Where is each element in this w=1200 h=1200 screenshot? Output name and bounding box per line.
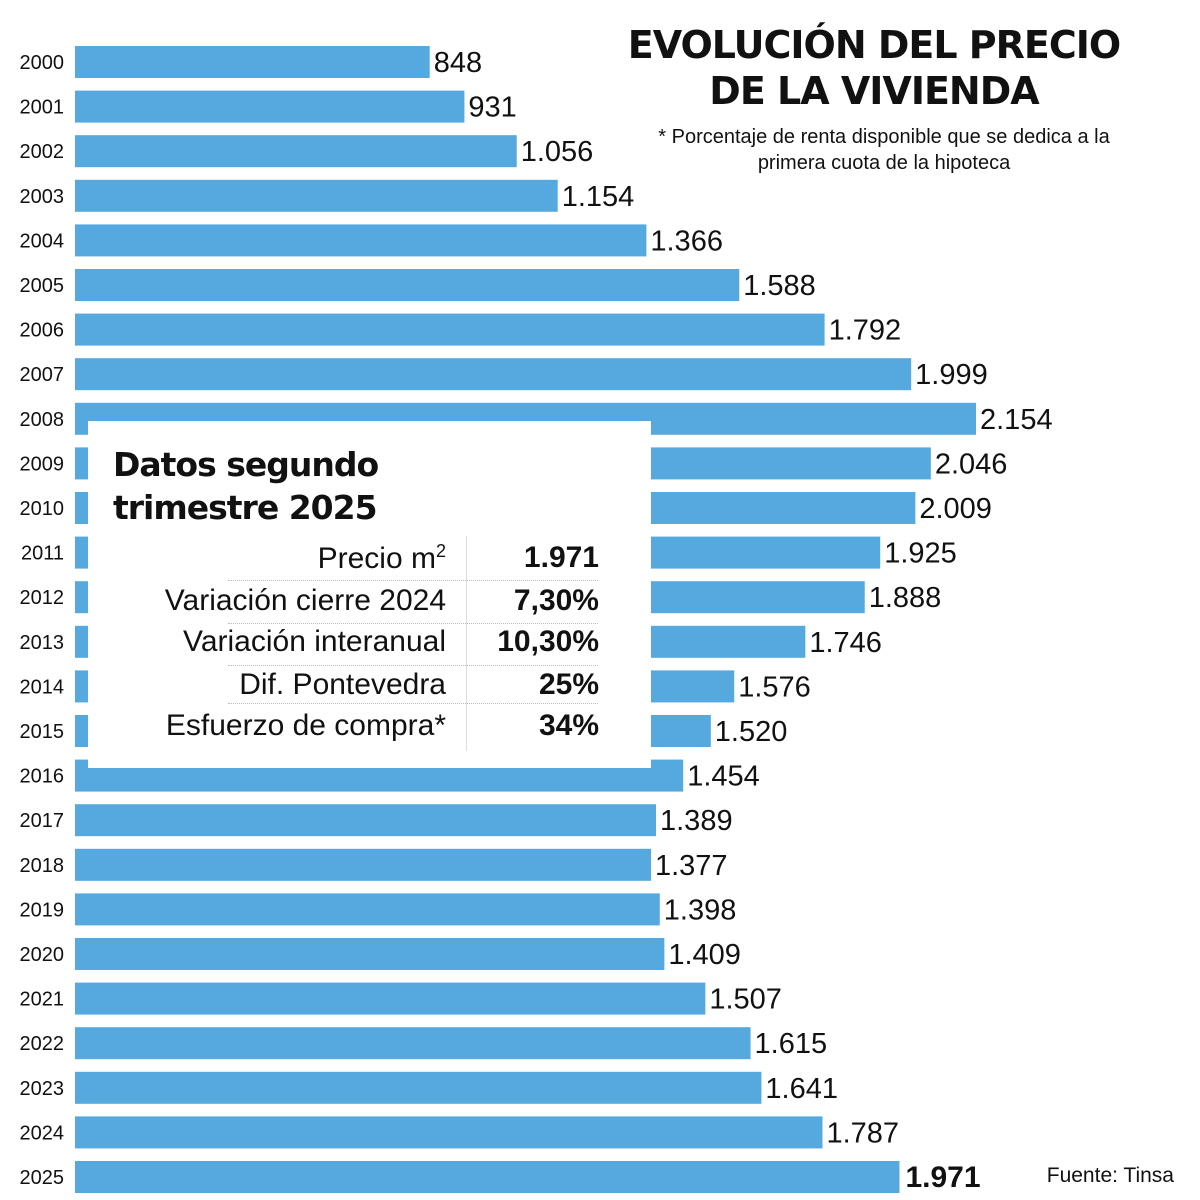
year-label: 2023 [20, 1078, 65, 1100]
summary-row-variation-close: Variación cierre 2024 7,30% [164, 584, 599, 617]
column-divider [466, 536, 467, 751]
year-label: 2006 [20, 320, 65, 342]
year-label: 2021 [20, 989, 65, 1011]
bar-2017 [75, 804, 657, 837]
value-label: 1.971 [905, 1161, 980, 1194]
value-label: 931 [468, 92, 516, 124]
year-label: 2000 [20, 52, 65, 74]
value-label: 848 [434, 47, 482, 79]
bar-2007 [75, 358, 912, 391]
value-label: 1.746 [809, 627, 882, 659]
year-label: 2016 [20, 766, 65, 788]
year-label: 2012 [20, 587, 65, 609]
year-label: 2005 [20, 275, 65, 297]
value-label: 1.154 [562, 181, 635, 213]
summary-row-price: Precio m2 1.971 [317, 541, 599, 575]
bar-2002 [75, 135, 517, 168]
year-label: 2025 [20, 1167, 65, 1189]
bar-2019 [75, 893, 660, 926]
year-label: 2003 [20, 186, 65, 208]
value-label: 1.787 [826, 1117, 899, 1149]
bar-2018 [75, 848, 651, 881]
value-label: 1.398 [664, 894, 737, 926]
year-label: 2007 [20, 364, 65, 386]
bar-2021 [75, 982, 706, 1015]
value-label: 2.154 [980, 404, 1053, 436]
summary-row-variation-yoy: Variación interanual 10,30% [183, 625, 599, 658]
year-label: 2020 [20, 944, 65, 966]
bar-2001 [75, 90, 465, 123]
bar-2005 [75, 269, 740, 301]
value-label: 1.576 [738, 671, 811, 703]
year-label: 2008 [20, 409, 65, 431]
value-label: 1.588 [743, 270, 816, 302]
value-label: 1.615 [755, 1028, 828, 1060]
chart-subtitle: * Porcentaje de renta disponible que se … [658, 126, 1110, 174]
year-label: 2009 [20, 453, 65, 475]
bar-2022 [75, 1027, 751, 1060]
year-label: 2002 [20, 141, 65, 163]
value-label: 1.409 [668, 939, 741, 971]
year-label: 2001 [20, 97, 65, 119]
summary-title: Datos segundo trimestre 2025 [113, 445, 379, 527]
year-label: 2019 [20, 899, 65, 921]
summary-row-pontevedra: Dif. Pontevedra 25% [239, 668, 599, 701]
bar-2006 [75, 313, 825, 346]
year-label: 2024 [20, 1122, 65, 1144]
source-note: Fuente: Tinsa [1046, 1164, 1174, 1187]
year-label: 2018 [20, 855, 65, 877]
row-separator [228, 665, 598, 666]
chart-title: EVOLUCIÓN DEL PRECIO DE LA VIVIENDA [627, 23, 1121, 113]
value-label: 2.009 [919, 493, 992, 525]
value-label: 1.641 [765, 1073, 838, 1105]
value-label: 1.454 [687, 761, 760, 793]
row-separator [228, 623, 598, 624]
bar-2025 [75, 1161, 900, 1193]
summary-row-effort: Esfuerzo de compra* 34% [165, 709, 599, 742]
year-label: 2004 [20, 230, 65, 252]
year-label: 2014 [20, 676, 65, 698]
value-label: 1.888 [869, 582, 942, 614]
value-label: 1.366 [650, 225, 723, 257]
row-separator [228, 703, 598, 704]
bar-2003 [75, 179, 558, 212]
year-label: 2015 [20, 721, 65, 743]
year-label: 2017 [20, 810, 65, 832]
summary-box: Datos segundo trimestre 2025 Precio m2 1.… [88, 421, 651, 768]
year-label: 2022 [20, 1033, 65, 1055]
value-label: 1.520 [715, 716, 788, 748]
year-label: 2011 [21, 543, 64, 565]
row-separator [228, 580, 598, 581]
value-label: 1.056 [521, 136, 594, 168]
bar-2004 [75, 224, 647, 257]
bar-2023 [75, 1071, 762, 1104]
value-label: 1.377 [655, 850, 728, 882]
value-label: 2.046 [935, 448, 1008, 480]
value-label: 1.999 [915, 359, 988, 391]
value-label: 1.925 [884, 538, 957, 570]
year-label: 2010 [20, 498, 65, 520]
bar-2000 [75, 46, 430, 78]
value-label: 1.507 [709, 984, 782, 1016]
bar-2020 [75, 938, 665, 970]
value-label: 1.389 [660, 805, 733, 837]
value-label: 1.792 [829, 315, 902, 347]
year-label: 2013 [20, 632, 65, 654]
bar-2024 [75, 1116, 823, 1149]
